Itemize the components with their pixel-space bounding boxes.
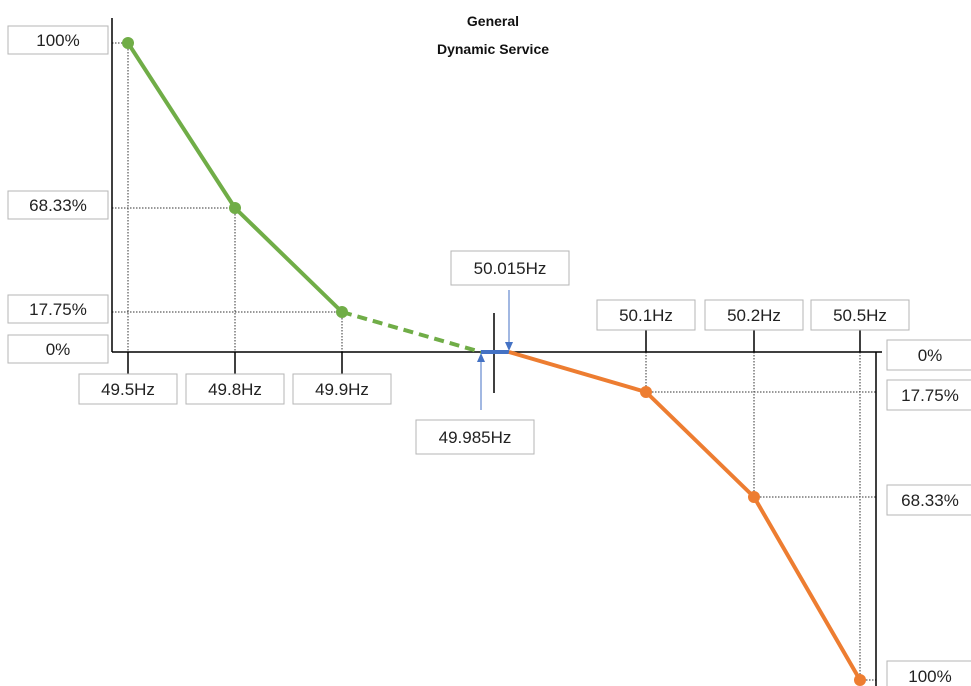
x-tick-label-low-2-box [292, 373, 392, 405]
series-lines [126, 41, 862, 682]
left-axis-label-2-box [7, 294, 109, 324]
x-tick-label-low-1-text: 49.8Hz [208, 380, 262, 399]
right-axis-label-3-box [886, 660, 971, 686]
right-axis-label-1: 17.75% [886, 379, 971, 411]
deadband-label-low-box [415, 419, 535, 455]
series-2-point-2 [748, 491, 760, 503]
right-axis-label-0-text: 0% [918, 346, 943, 365]
x-tick-label-low-0-text: 49.5Hz [101, 380, 155, 399]
deadband-label-high-box [450, 250, 570, 286]
left-axis-label-3-text: 0% [46, 340, 71, 359]
axis-labels: 49.5Hz 49.8Hz 49.9Hz 50.1Hz 50.2Hz 50.5Hz 49.9… [7, 25, 971, 686]
right-axis-label-2-box [886, 484, 971, 516]
deadband-label-high: 50.015Hz [450, 250, 570, 286]
series-0-segment-3 [341, 310, 482, 354]
deadband-label-high-text: 50.015Hz [474, 259, 547, 278]
guide-lines [112, 42, 876, 681]
deadband-high-arrow-head [505, 342, 513, 351]
left-axis-label-0-box [7, 25, 109, 55]
deadband-label-low-text: 49.985Hz [439, 428, 512, 447]
x-tick-label-low-0-box [78, 373, 178, 405]
series-2-segment-2 [644, 390, 756, 499]
right-axis-label-1-text: 17.75% [901, 386, 959, 405]
chart-subtitle: Dynamic Service [437, 41, 549, 57]
deadband-label-low: 49.985Hz [415, 419, 535, 455]
left-axis-label-1-text: 68.33% [29, 196, 87, 215]
series-0-segment-1 [126, 41, 237, 210]
x-tick-label-high-1: 50.2Hz [704, 299, 804, 331]
chart-title: General [467, 13, 519, 29]
data-points [122, 37, 866, 686]
x-tick-label-high-1-text: 50.2Hz [727, 306, 781, 325]
deadband-low-arrow-head [477, 353, 485, 362]
right-axis-label-1-box [886, 379, 971, 411]
x-tick-label-low-1: 49.8Hz [185, 373, 285, 405]
series-0-point-2 [336, 306, 348, 318]
x-tick-label-high-2-text: 50.5Hz [833, 306, 887, 325]
left-axis-label-2: 17.75% [7, 294, 109, 324]
x-tick-label-high-2: 50.5Hz [810, 299, 910, 331]
series-2-point-3 [854, 674, 866, 686]
right-axis-label-3-text: 100% [908, 667, 951, 686]
series-2-segment-3 [752, 495, 862, 682]
x-tick-label-high-0-text: 50.1Hz [619, 306, 673, 325]
series-0-point-1 [229, 202, 241, 214]
x-tick-label-low-1-box [185, 373, 285, 405]
left-axis-label-2-text: 17.75% [29, 300, 87, 319]
left-axis-label-1-box [7, 190, 109, 220]
left-axis-label-0-text: 100% [36, 31, 79, 50]
series-0-segment-2 [233, 206, 344, 314]
x-tick-label-high-0: 50.1Hz [596, 299, 696, 331]
x-tick-label-high-0-box [596, 299, 696, 331]
right-axis-label-0-box [886, 339, 971, 371]
left-axis-label-0: 100% [7, 25, 109, 55]
left-axis-label-3-box [7, 334, 109, 364]
x-tick-label-high-2-box [810, 299, 910, 331]
series-2-segment-1 [508, 350, 647, 394]
x-tick-label-high-1-box [704, 299, 804, 331]
right-axis-label-0: 0% [886, 339, 971, 371]
left-axis-label-3: 0% [7, 334, 109, 364]
right-axis-label-3: 100% [886, 660, 971, 686]
right-axis-label-2: 68.33% [886, 484, 971, 516]
series-0-point-0 [122, 37, 134, 49]
series-2-point-1 [640, 386, 652, 398]
x-tick-label-low-0: 49.5Hz [78, 373, 178, 405]
x-tick-label-low-2-text: 49.9Hz [315, 380, 369, 399]
x-tick-label-low-2: 49.9Hz [292, 373, 392, 405]
right-axis-label-2-text: 68.33% [901, 491, 959, 510]
left-axis-label-1: 68.33% [7, 190, 109, 220]
